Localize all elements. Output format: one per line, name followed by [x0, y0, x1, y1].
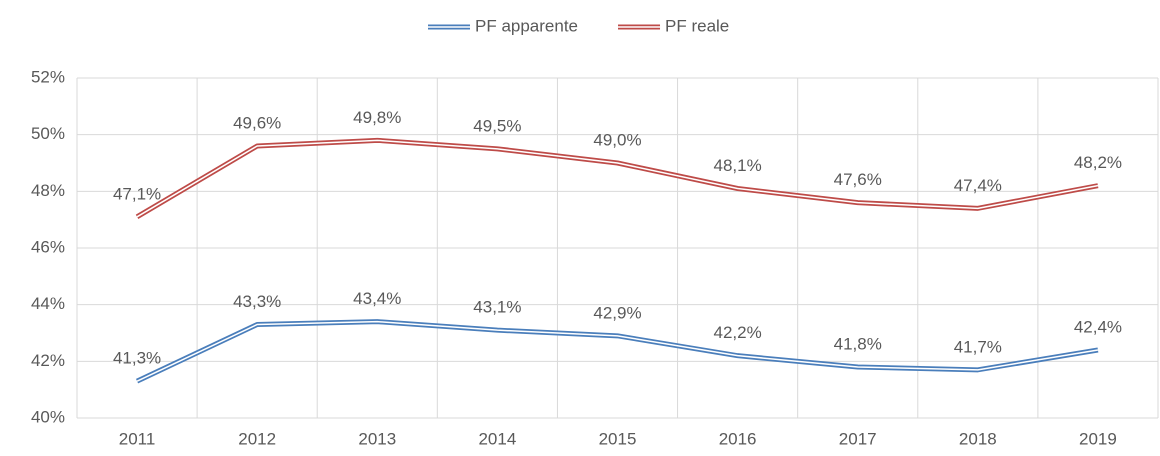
x-tick-label: 2018 [959, 429, 997, 448]
x-tick-label: 2016 [719, 429, 757, 448]
legend-label: PF apparente [475, 16, 578, 35]
x-tick-label: 2013 [358, 429, 396, 448]
data-label: 49,5% [473, 116, 521, 135]
y-tick-label: 44% [31, 294, 65, 313]
x-tick-label: 2015 [599, 429, 637, 448]
data-label: 49,6% [233, 113, 281, 132]
legend-label: PF reale [665, 16, 729, 35]
y-tick-label: 48% [31, 181, 65, 200]
data-label: 42,9% [593, 303, 641, 322]
data-label: 43,3% [233, 292, 281, 311]
x-tick-label: 2011 [119, 429, 156, 448]
data-label: 42,4% [1074, 317, 1122, 336]
x-tick-label: 2019 [1079, 429, 1117, 448]
x-tick-label: 2017 [839, 429, 877, 448]
y-tick-label: 52% [31, 67, 65, 86]
x-tick-label: 2014 [478, 429, 516, 448]
data-label: 43,1% [473, 298, 521, 317]
x-tick-label: 2012 [238, 429, 276, 448]
y-tick-label: 50% [31, 124, 65, 143]
y-tick-label: 40% [31, 407, 65, 426]
series-line-inner [136, 320, 1099, 382]
data-label: 41,3% [113, 349, 161, 368]
data-label: 42,2% [714, 323, 762, 342]
data-label: 49,8% [353, 108, 401, 127]
y-tick-label: 42% [31, 351, 65, 370]
y-tick-label: 46% [31, 237, 65, 256]
data-label: 49,0% [593, 130, 641, 149]
data-label: 48,2% [1074, 153, 1122, 172]
data-label: 48,1% [714, 156, 762, 175]
data-label: 41,7% [954, 337, 1002, 356]
data-label: 41,8% [834, 334, 882, 353]
data-label: 47,6% [834, 170, 882, 189]
data-label: 47,4% [954, 176, 1002, 195]
data-label: 47,1% [113, 184, 161, 203]
series-line-inner [136, 139, 1099, 218]
data-label: 43,4% [353, 289, 401, 308]
